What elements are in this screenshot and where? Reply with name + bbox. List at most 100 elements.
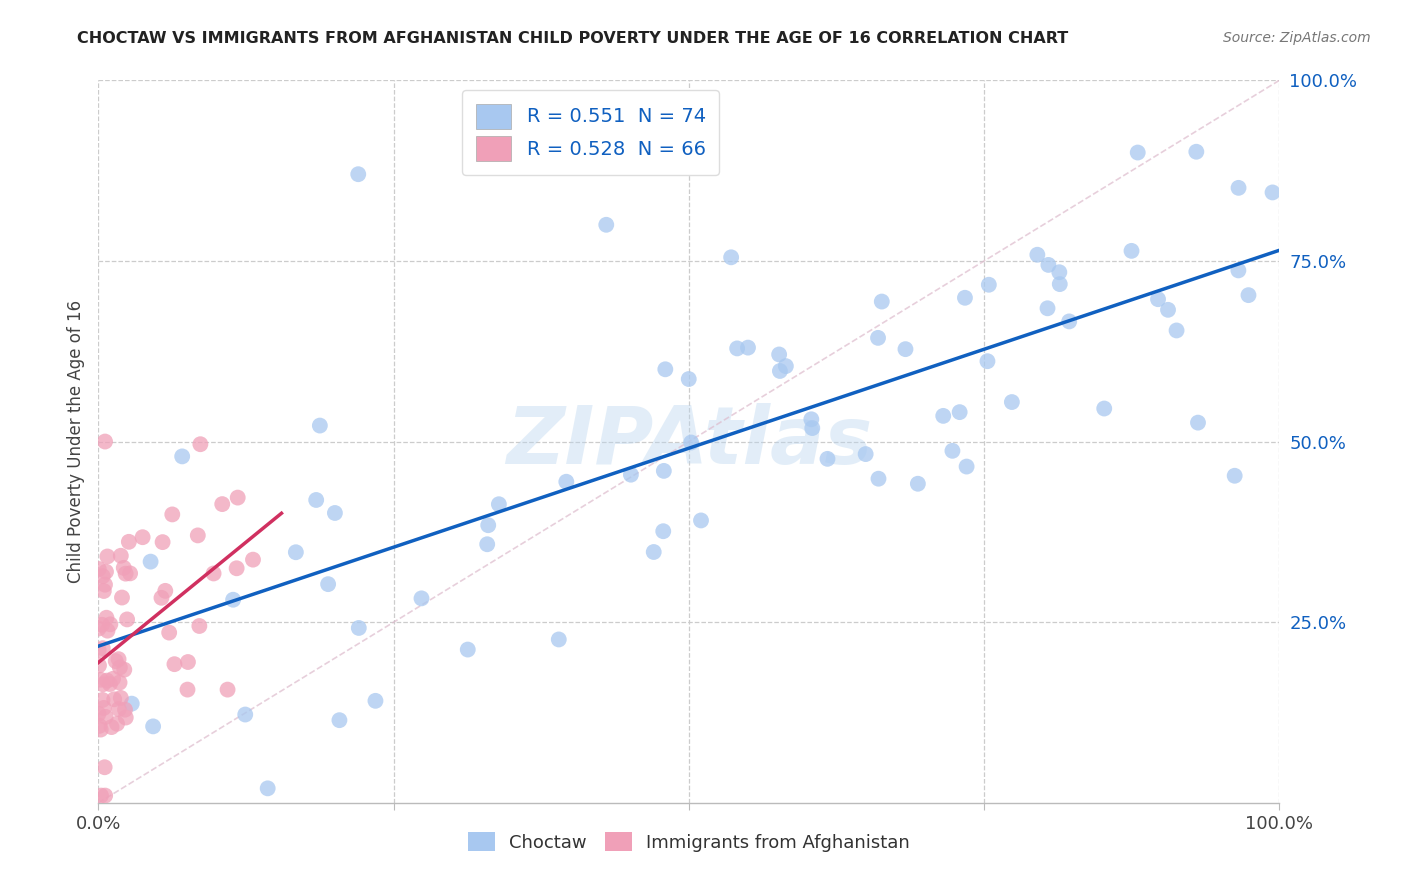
Point	[93, 584, 115, 599]
Point	[941, 443, 963, 458]
Point	[1026, 248, 1049, 262]
Point	[1237, 288, 1260, 302]
Y-axis label: Child Poverty Under the Age of 16: Child Poverty Under the Age of 16	[66, 300, 84, 583]
Point	[114, 566, 136, 581]
Point	[93, 760, 115, 774]
Point	[894, 342, 917, 356]
Point	[868, 472, 890, 486]
Point	[1047, 265, 1070, 279]
Point	[411, 591, 433, 606]
Point	[94, 710, 117, 724]
Point	[769, 364, 792, 378]
Point	[347, 621, 370, 635]
Point	[87, 643, 110, 657]
Point	[242, 552, 264, 566]
Point	[457, 642, 479, 657]
Point	[652, 464, 675, 478]
Point	[1166, 323, 1188, 337]
Point	[305, 493, 328, 508]
Point	[855, 447, 877, 461]
Point	[162, 508, 184, 522]
Point	[96, 549, 118, 564]
Point	[953, 291, 976, 305]
Point	[775, 359, 797, 373]
Point	[347, 167, 370, 181]
Point	[1261, 186, 1284, 200]
Point	[1227, 181, 1250, 195]
Point	[93, 701, 115, 715]
Point	[211, 497, 233, 511]
Point	[115, 612, 138, 626]
Point	[91, 677, 114, 691]
Point	[96, 673, 118, 688]
Point	[1092, 401, 1115, 416]
Point	[1126, 145, 1149, 160]
Point	[150, 591, 173, 605]
Text: ZIPAtlas: ZIPAtlas	[506, 402, 872, 481]
Point	[907, 476, 929, 491]
Point	[1001, 395, 1024, 409]
Point	[678, 372, 700, 386]
Point	[91, 569, 114, 583]
Point	[654, 362, 676, 376]
Point	[190, 437, 212, 451]
Point	[1057, 314, 1080, 328]
Point	[737, 341, 759, 355]
Point	[155, 583, 177, 598]
Point	[720, 250, 742, 264]
Point	[142, 719, 165, 733]
Point	[121, 697, 143, 711]
Point	[89, 719, 111, 733]
Point	[107, 702, 129, 716]
Point	[955, 459, 977, 474]
Point	[323, 506, 346, 520]
Point	[932, 409, 955, 423]
Point	[1227, 263, 1250, 277]
Point	[233, 707, 256, 722]
Point	[202, 566, 225, 581]
Point	[976, 354, 998, 368]
Point	[90, 673, 112, 687]
Point	[1187, 416, 1209, 430]
Point	[100, 720, 122, 734]
Point	[94, 565, 117, 579]
Point	[725, 342, 748, 356]
Point	[977, 277, 1000, 292]
Point	[488, 497, 510, 511]
Point	[152, 535, 174, 549]
Point	[187, 528, 209, 542]
Point	[104, 654, 127, 668]
Point	[801, 421, 824, 435]
Point	[163, 657, 186, 672]
Point	[101, 672, 124, 686]
Point	[98, 617, 121, 632]
Point	[226, 491, 249, 505]
Point	[87, 658, 110, 673]
Point	[222, 592, 245, 607]
Point	[817, 451, 839, 466]
Point	[118, 534, 141, 549]
Point	[139, 555, 162, 569]
Point	[643, 545, 665, 559]
Point	[949, 405, 972, 419]
Point	[87, 562, 110, 576]
Point	[112, 663, 135, 677]
Point	[177, 655, 200, 669]
Point	[176, 682, 198, 697]
Point	[112, 561, 135, 575]
Point	[1185, 145, 1208, 159]
Point	[225, 561, 247, 575]
Point	[477, 537, 499, 551]
Point	[681, 435, 703, 450]
Point	[94, 577, 117, 591]
Text: Source: ZipAtlas.com: Source: ZipAtlas.com	[1223, 31, 1371, 45]
Point	[364, 694, 387, 708]
Point	[91, 617, 114, 632]
Point	[107, 652, 129, 666]
Legend: Choctaw, Immigrants from Afghanistan: Choctaw, Immigrants from Afghanistan	[461, 825, 917, 859]
Point	[308, 418, 330, 433]
Point	[157, 625, 180, 640]
Point	[555, 475, 578, 489]
Point	[105, 716, 128, 731]
Point	[91, 693, 114, 707]
